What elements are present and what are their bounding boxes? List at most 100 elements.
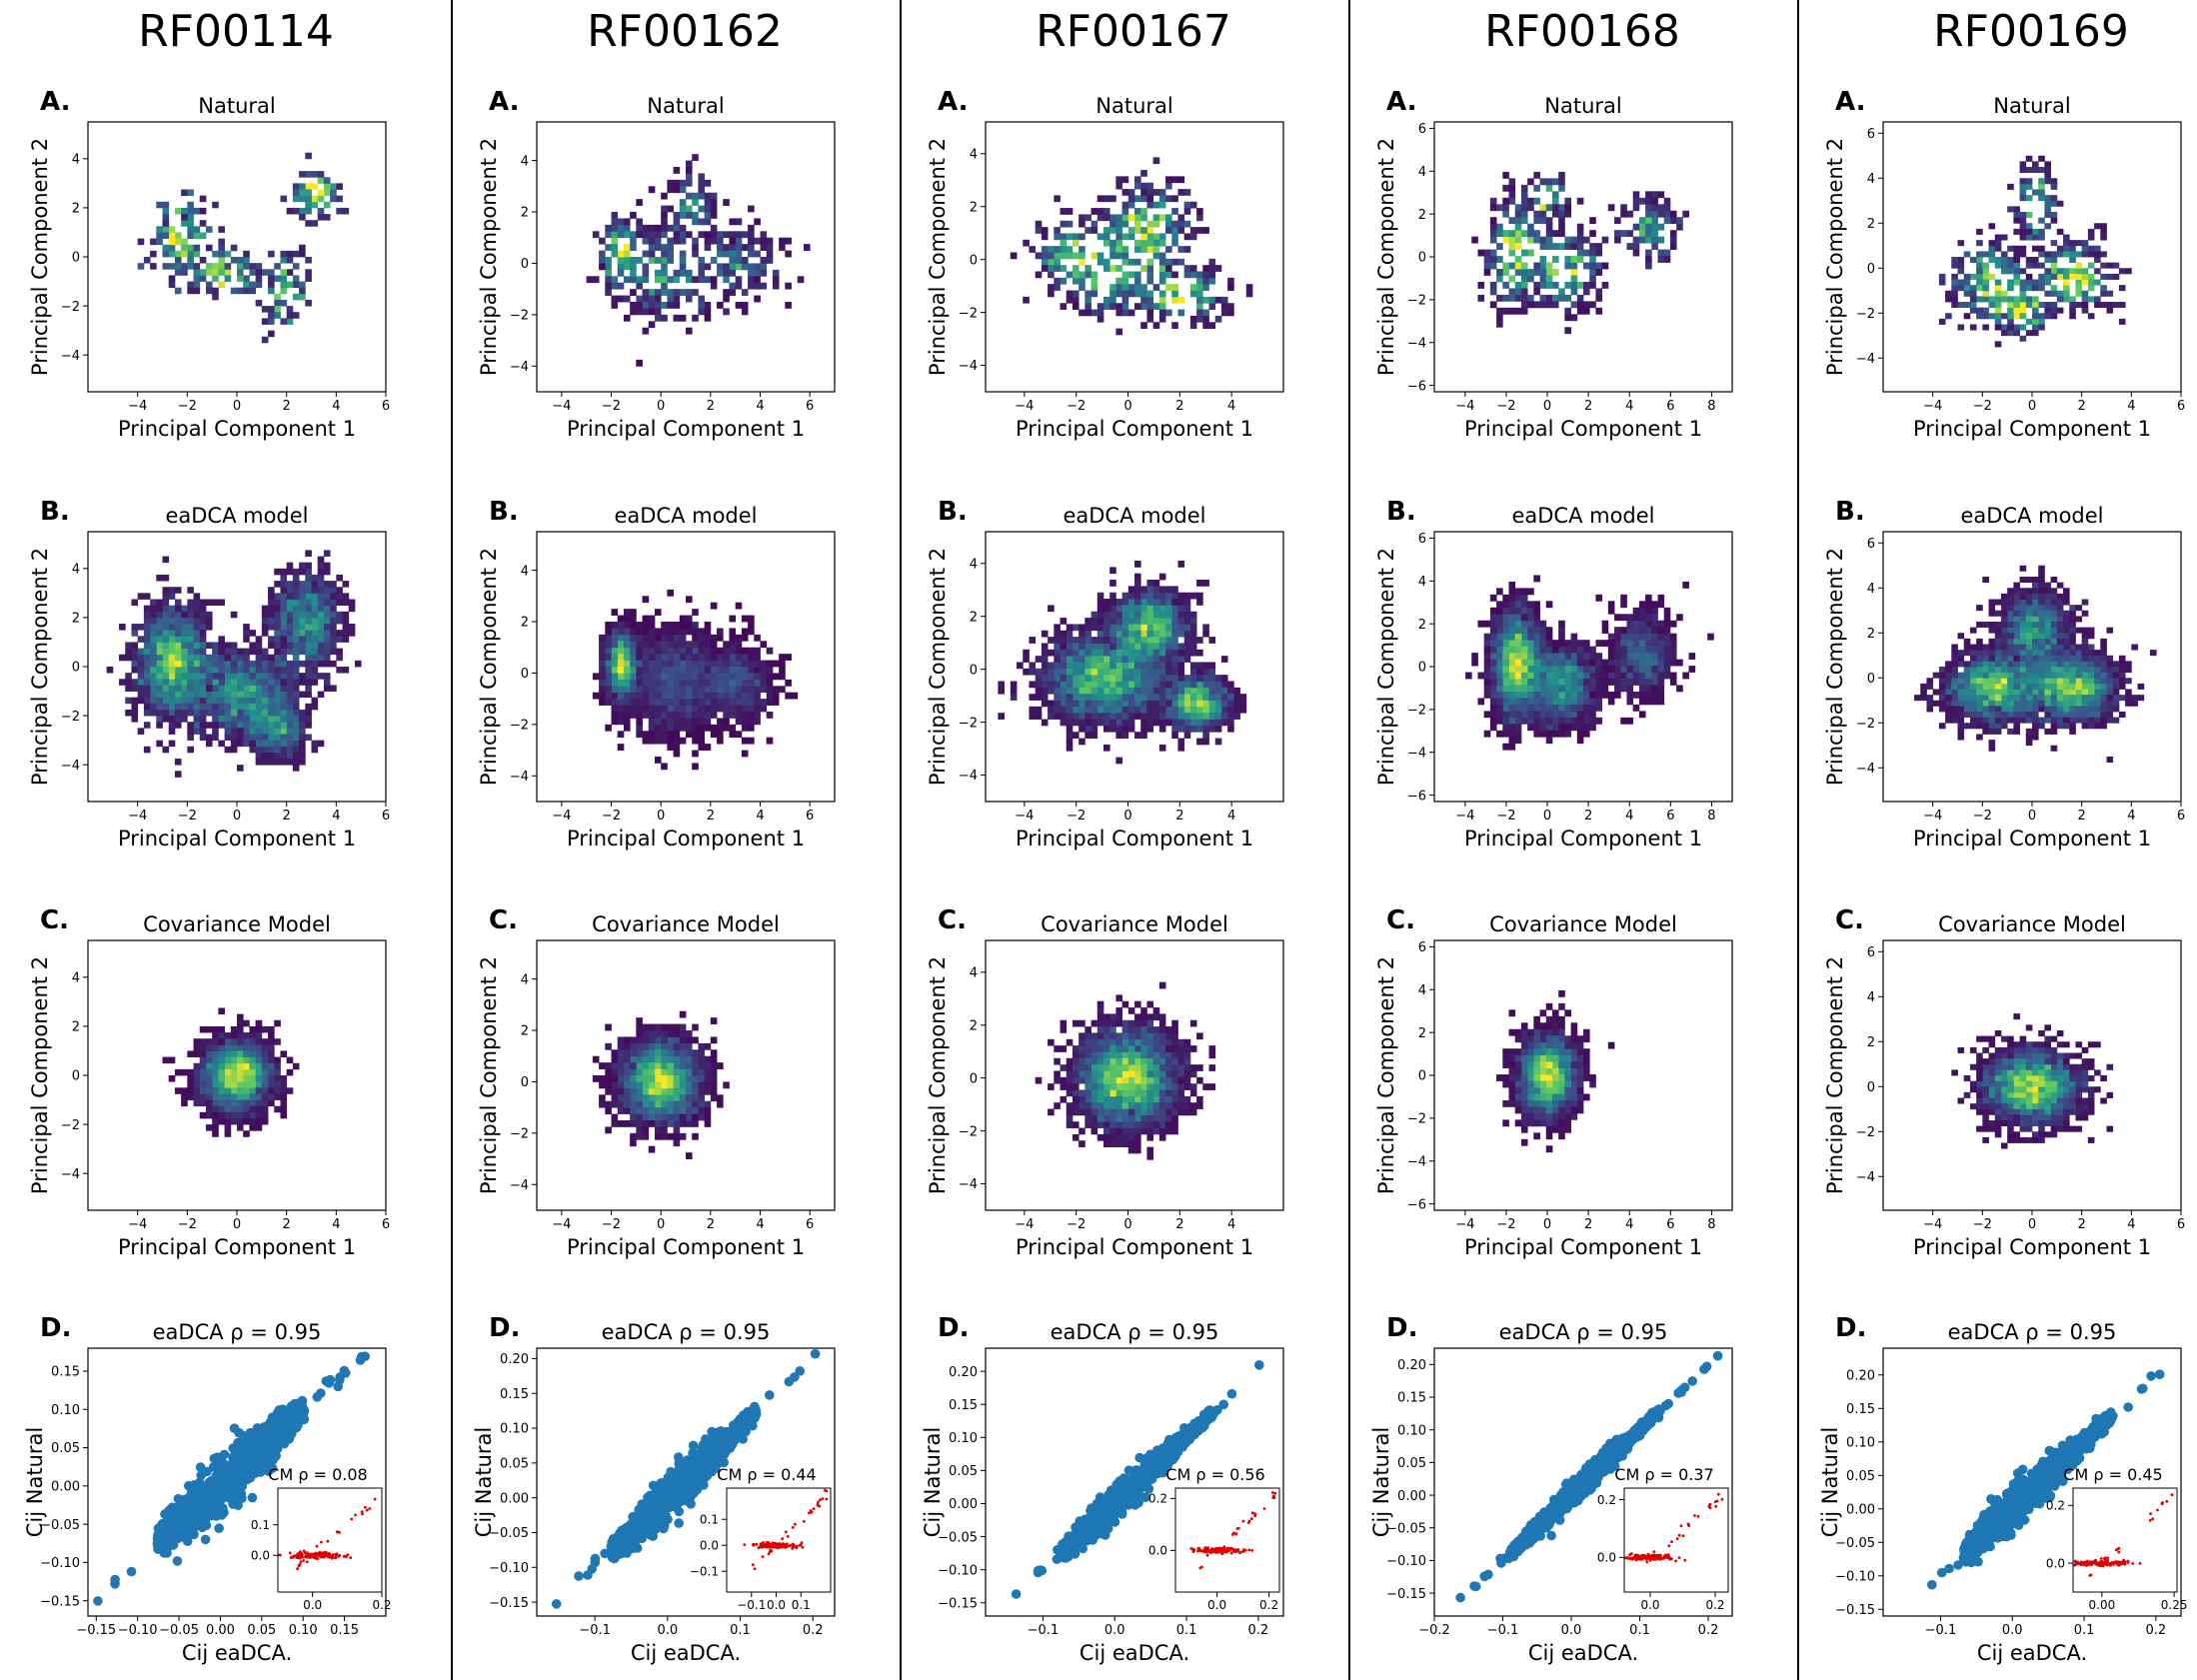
histogram-bin: [654, 257, 662, 264]
histogram-bin: [673, 295, 681, 303]
histogram-bin: [630, 667, 637, 674]
histogram-bin: [673, 212, 681, 219]
histogram-bin: [704, 692, 712, 700]
histogram-bin: [673, 269, 681, 277]
histogram-bin: [187, 728, 194, 735]
histogram-bin: [311, 703, 319, 711]
histogram-bin: [1245, 290, 1253, 298]
histogram-bin: [692, 609, 699, 616]
histogram-bin: [317, 574, 325, 582]
axes-frame: [87, 1347, 387, 1617]
histogram-bin: [642, 628, 650, 636]
histogram-bin: [673, 679, 681, 687]
histogram-bin: [630, 705, 637, 713]
histogram-bin: [280, 269, 288, 276]
histogram-bin: [249, 667, 257, 674]
histogram-bin: [785, 282, 792, 290]
histogram-bin: [686, 660, 693, 668]
histogram-bin: [218, 642, 225, 649]
inset-point: [324, 1550, 327, 1554]
histogram-bin: [230, 1093, 238, 1100]
histogram-bin: [168, 238, 176, 246]
histogram-bin: [679, 231, 687, 239]
histogram-bin: [193, 605, 201, 613]
y-tick-label: 0: [521, 257, 529, 272]
histogram-bin: [311, 574, 319, 582]
histogram-bin: [704, 192, 712, 200]
histogram-bin: [623, 634, 631, 642]
x-tick-label: 0.0: [767, 1598, 786, 1612]
histogram-bin: [772, 282, 780, 290]
histogram-bin: [205, 1025, 213, 1033]
histogram-bin: [611, 282, 619, 290]
histogram-bin: [1152, 284, 1160, 291]
histogram-bin: [704, 1062, 712, 1069]
histogram-bin: [698, 308, 706, 316]
histogram-bin: [199, 636, 207, 643]
histogram-bin: [686, 686, 693, 694]
histogram-bin: [143, 648, 151, 656]
histogram-bin: [181, 679, 188, 686]
y-tick-label: 0.20: [500, 1352, 529, 1367]
histogram-bin: [230, 667, 238, 674]
histogram-bin: [692, 1075, 699, 1082]
x-tick-label: −2: [602, 399, 621, 414]
histogram-bin: [698, 302, 706, 309]
histogram-bin: [661, 1087, 668, 1095]
histogram-bin: [723, 289, 730, 296]
histogram-bin: [642, 302, 650, 309]
histogram-bin: [1115, 303, 1122, 310]
histogram-bin: [648, 692, 656, 700]
histogram-bin: [1121, 246, 1129, 253]
y-tick-label: −4: [510, 1178, 529, 1193]
histogram-bin: [630, 276, 637, 284]
histogram-bin: [181, 642, 188, 649]
histogram-bin: [654, 1107, 662, 1114]
histogram-bin: [1158, 189, 1166, 196]
inset-point: [794, 1522, 797, 1526]
histogram-bin: [692, 314, 699, 322]
histogram-bin: [212, 691, 219, 699]
histogram-bin: [648, 244, 656, 251]
histogram-bin: [1158, 195, 1166, 203]
histogram-bin: [243, 728, 250, 735]
histogram-bin: [212, 1105, 219, 1113]
histogram-bin: [193, 630, 201, 637]
histogram-bin: [1146, 277, 1154, 285]
histogram-bin: [174, 207, 182, 215]
histogram-bin: [156, 605, 163, 613]
histogram-bin: [299, 593, 306, 600]
histogram-bin: [237, 654, 244, 662]
histogram-bin: [642, 289, 650, 296]
histogram-bin: [268, 287, 275, 295]
histogram-bin: [305, 667, 312, 674]
histogram-bin: [673, 1055, 681, 1063]
histogram-bin: [698, 1042, 706, 1050]
histogram-bin: [766, 237, 774, 245]
histogram-bin: [605, 641, 612, 649]
histogram-bin: [268, 1075, 275, 1082]
histogram-bin: [679, 712, 687, 719]
histogram-bin: [305, 673, 312, 680]
histogram-bin: [692, 1068, 699, 1076]
histogram-bin: [648, 250, 656, 258]
histogram-bin: [131, 599, 139, 607]
histogram-bin: [1109, 284, 1116, 291]
histogram-bin: [150, 709, 157, 717]
histogram-bin: [623, 724, 631, 732]
histogram-bin: [286, 306, 294, 313]
histogram-bin: [187, 201, 194, 209]
histogram-bin: [661, 712, 668, 719]
scatter-point: [205, 1479, 215, 1490]
histogram-bin: [255, 642, 263, 649]
histogram-bin: [330, 617, 337, 625]
histogram-bin: [280, 611, 288, 619]
histogram-bin: [199, 1025, 207, 1033]
histogram-bin: [617, 1094, 625, 1102]
histogram-bin: [1146, 265, 1154, 272]
histogram-bin: [741, 705, 749, 713]
histogram-bin: [181, 1068, 188, 1076]
histogram-bin: [1134, 176, 1141, 184]
histogram-bin: [218, 1093, 225, 1100]
histogram-bin: [661, 302, 668, 309]
